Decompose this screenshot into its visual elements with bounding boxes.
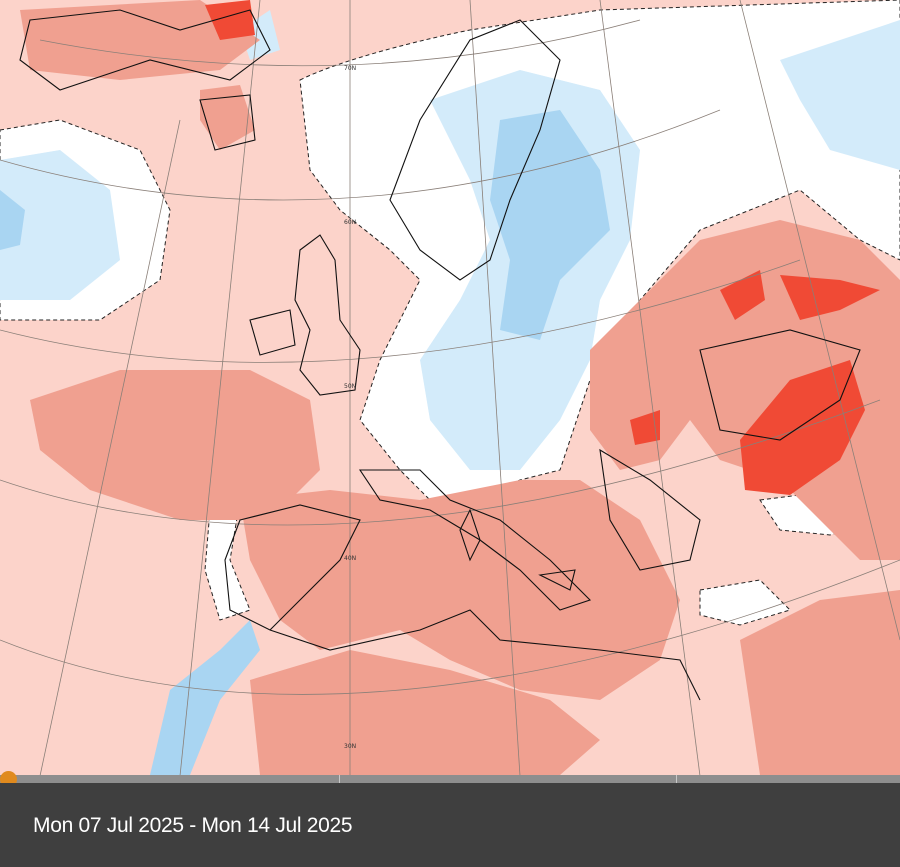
lat-label-50n: 50N [344, 383, 356, 390]
lat-label-30n: 30N [344, 743, 356, 750]
timeline-tick [339, 775, 340, 783]
cool-regions [0, 10, 900, 775]
timeline-tick [676, 775, 677, 783]
graticule [0, 0, 900, 776]
latitude-labels: 70N 60N 50N 40N 30N [344, 65, 356, 750]
coastlines [19, 9, 861, 701]
lat-label-40n: 40N [344, 555, 356, 562]
date-panel: Mon 07 Jul 2025 - Mon 14 Jul 2025 [0, 783, 900, 867]
lat-label-60n: 60N [344, 219, 356, 226]
temperature-anomaly-map: 70N 60N 50N 40N 30N [0, 0, 900, 776]
lat-label-70n: 70N [344, 65, 356, 72]
date-range-label: Mon 07 Jul 2025 - Mon 14 Jul 2025 [33, 814, 353, 837]
timeline-slider-track[interactable] [0, 775, 900, 783]
